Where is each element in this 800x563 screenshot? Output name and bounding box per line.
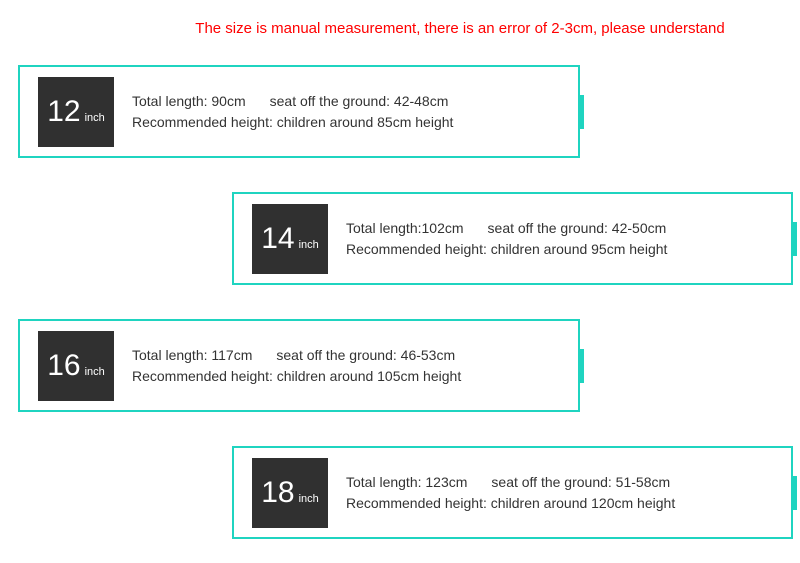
total-length-text: Total length: 117cm xyxy=(132,345,252,366)
size-badge: 16 inch xyxy=(38,331,114,401)
recommended-height-text: Recommended height: children around 105c… xyxy=(132,366,461,387)
total-length-text: Total length:102cm xyxy=(346,218,464,239)
size-info: Total length: 123cm seat off the ground: … xyxy=(346,472,675,514)
size-info: Total length:102cm seat off the ground: 4… xyxy=(346,218,667,260)
size-info: Total length: 117cm seat off the ground: … xyxy=(132,345,461,387)
size-card-14: 14 inch Total length:102cm seat off the gro… xyxy=(232,192,793,285)
size-unit: inch xyxy=(299,493,319,505)
size-card-12: 12 inch Total length: 90cm seat off the gro… xyxy=(18,65,580,158)
size-badge: 12 inch xyxy=(38,77,114,147)
size-badge: 18 inch xyxy=(252,458,328,528)
total-length-text: Total length: 123cm xyxy=(346,472,467,493)
recommended-height-text: Recommended height: children around 120c… xyxy=(346,493,675,514)
size-cards-container: 12 inch Total length: 90cm seat off the gro… xyxy=(0,65,800,539)
size-unit: inch xyxy=(299,239,319,251)
seat-off-ground-text: seat off the ground: 51-58cm xyxy=(491,472,670,493)
seat-off-ground-text: seat off the ground: 42-48cm xyxy=(270,91,449,112)
seat-off-ground-text: seat off the ground: 46-53cm xyxy=(276,345,455,366)
size-number: 16 xyxy=(47,351,80,381)
size-info: Total length: 90cm seat off the ground: 4… xyxy=(132,91,453,133)
accent-tab xyxy=(578,95,584,129)
total-length-text: Total length: 90cm xyxy=(132,91,246,112)
size-unit: inch xyxy=(85,112,105,124)
size-card-18: 18 inch Total length: 123cm seat off the gr… xyxy=(232,446,793,539)
accent-tab xyxy=(791,222,797,256)
accent-tab xyxy=(578,349,584,383)
recommended-height-text: Recommended height: children around 95cm… xyxy=(346,239,667,260)
seat-off-ground-text: seat off the ground: 42-50cm xyxy=(488,218,667,239)
accent-tab xyxy=(791,476,797,510)
size-number: 14 xyxy=(261,224,294,254)
size-unit: inch xyxy=(85,366,105,378)
size-number: 12 xyxy=(47,97,80,127)
disclaimer-text: The size is manual measurement, there is… xyxy=(0,20,800,37)
size-number: 18 xyxy=(261,478,294,508)
size-card-16: 16 inch Total length: 117cm seat off the gr… xyxy=(18,319,580,412)
size-badge: 14 inch xyxy=(252,204,328,274)
recommended-height-text: Recommended height: children around 85cm… xyxy=(132,112,453,133)
